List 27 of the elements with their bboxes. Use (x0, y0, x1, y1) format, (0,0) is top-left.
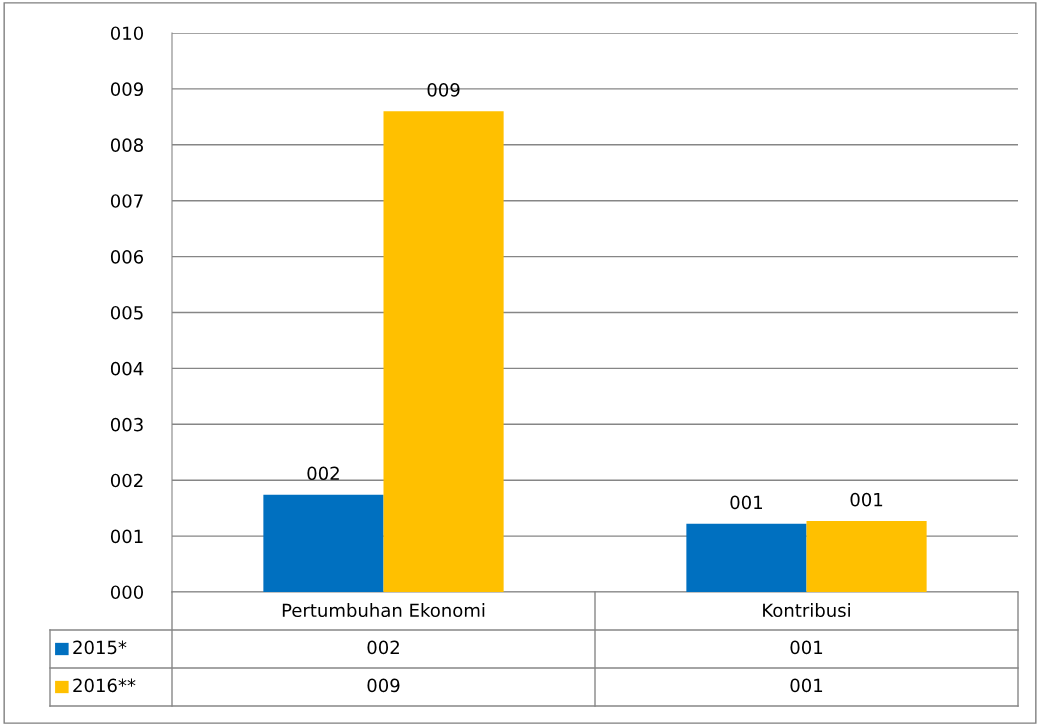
text: 001 (730, 495, 762, 510)
text: 001 (850, 492, 883, 507)
x-tick-label: Kontribusi (763, 603, 850, 618)
y-tick-label: 000 (110, 585, 144, 600)
y-tick-label: 008 (110, 138, 143, 152)
text: 009 (427, 82, 460, 97)
y-tick-label: 003 (110, 417, 143, 432)
data-label: 002 (367, 640, 399, 655)
y-tick-label: 007 (110, 194, 143, 208)
y-tick-label: 006 (110, 250, 144, 264)
y-tick-label: 005 (110, 305, 143, 320)
text: 002 (307, 466, 339, 481)
x-tick-label: Pertumbuhan Ekonomi (282, 603, 485, 618)
bar (383, 111, 504, 592)
data-label: 009 (367, 678, 400, 693)
bar (806, 521, 927, 592)
data-label: 001 (790, 678, 823, 693)
y-tick-label: 009 (110, 82, 143, 97)
y-tick-label: 001 (110, 529, 143, 544)
data-label: 001 (790, 640, 823, 655)
y-tick-label: 010 (110, 26, 144, 41)
legend-label: 2016** (73, 678, 136, 693)
y-tick-label: 004 (110, 361, 144, 376)
bar (686, 523, 807, 592)
legend-label: 2015* (73, 640, 127, 655)
bar (263, 494, 384, 592)
y-tick-label: 002 (110, 473, 143, 488)
